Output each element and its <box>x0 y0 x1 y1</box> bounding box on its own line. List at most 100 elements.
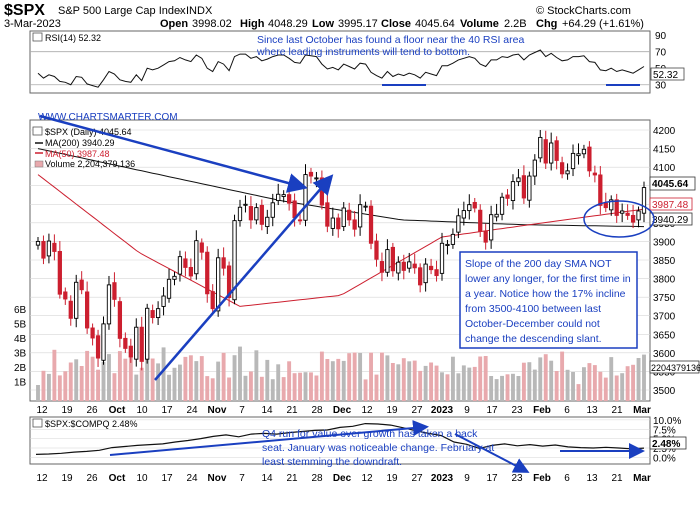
volume-bar <box>450 356 455 401</box>
volume-tick-label: 3B <box>14 349 27 360</box>
volume-value: 2.2B <box>504 18 527 30</box>
ratio-collapse-box[interactable] <box>32 418 43 428</box>
x-tick-label: 26 <box>86 405 98 416</box>
sma-annotation-line4: from 3500-4100 between last <box>465 303 601 315</box>
candle-body <box>576 153 581 157</box>
volume-bar <box>341 360 346 401</box>
x-tick-label: 9 <box>464 473 470 484</box>
candle-body <box>74 281 79 319</box>
volume-bar <box>642 354 646 401</box>
candle-body <box>259 204 264 225</box>
volume-bar <box>112 373 117 401</box>
volume-bar <box>303 372 308 401</box>
ratio-value-tag: 2.48% <box>652 439 680 450</box>
sma-annotation-box <box>459 251 638 349</box>
candle-body <box>357 204 363 228</box>
candle-body <box>90 327 95 339</box>
x-tick-label: 27 <box>411 405 423 416</box>
volume-bar <box>227 377 232 401</box>
high-value: 4048.29 <box>268 18 308 30</box>
candle-body <box>445 243 450 246</box>
candle-body <box>428 265 434 271</box>
candle-body <box>592 172 597 176</box>
candle-body <box>625 212 630 216</box>
volume-bar <box>532 369 537 401</box>
x-tick-label: 19 <box>61 473 73 484</box>
candle-body <box>221 257 226 269</box>
volume-bar <box>429 362 434 401</box>
volume-bar <box>314 375 319 401</box>
sma-annotation-line5: October-December could not <box>465 318 600 330</box>
candle-body <box>210 291 215 310</box>
exchange-name: INDX <box>186 5 213 17</box>
volume-bar <box>194 361 199 401</box>
volume-bar <box>90 356 95 401</box>
close-value: 4045.64 <box>415 18 455 30</box>
x-tick-label: 17 <box>161 405 173 416</box>
volume-bar <box>96 369 101 401</box>
volume-tick-label: 5B <box>14 320 27 331</box>
candle-body <box>145 307 150 360</box>
volume-bar <box>128 355 133 401</box>
website-text: WWW.CHARTSMARTER.COM <box>38 112 178 123</box>
candle-body <box>177 256 183 275</box>
volume-bar <box>177 364 182 401</box>
candle-body <box>194 240 199 275</box>
x-tick-label: 10 <box>136 405 148 416</box>
candle-body <box>52 242 57 252</box>
candle-body <box>565 170 570 175</box>
candle-body <box>79 279 84 291</box>
rsi-collapse-box[interactable] <box>32 32 43 42</box>
candle-body <box>150 310 155 319</box>
candle-body <box>450 233 456 245</box>
volume-bar <box>483 356 488 401</box>
volume-bar <box>161 347 166 401</box>
volume-bar <box>401 358 406 401</box>
ratio-label: $SPX:$COMPQ 2.48% <box>45 419 138 429</box>
price-tick-label: 3700 <box>653 312 676 323</box>
candle-body <box>265 216 270 228</box>
rsi-annotation-line1: Since last October has found a floor nea… <box>257 34 524 46</box>
volume-tick-label: 6B <box>14 305 27 316</box>
x-axis-ratio: 12 19 26 Oct 10 17 24 Nov 7 14 21 28 Dec 12 19 27 2023 9 1… <box>36 473 651 484</box>
candle-body <box>374 240 379 260</box>
volume-tick-label: 4B <box>14 334 27 345</box>
candle-body <box>581 148 587 155</box>
volume-bar <box>319 351 324 401</box>
x-tick-label: 28 <box>311 473 323 484</box>
volume-bar <box>614 375 619 401</box>
volume-bar <box>156 363 161 401</box>
ma50-tag-box <box>649 197 693 211</box>
volume-bar <box>325 359 330 401</box>
x-tick-label: 21 <box>611 473 623 484</box>
candle-body <box>123 337 128 349</box>
price-collapse-box[interactable] <box>32 126 43 136</box>
volume-bar <box>259 376 264 401</box>
candle-body <box>505 194 510 199</box>
volume-bar <box>287 361 292 401</box>
candle-body <box>330 217 335 229</box>
volume-bar <box>298 372 303 401</box>
candle-body <box>363 205 368 208</box>
volume-bar <box>336 358 341 401</box>
ratio-down-arrow <box>454 433 530 473</box>
x-tick-label: 7 <box>239 473 245 484</box>
volume-bar <box>172 367 177 401</box>
x-tick-label: Mar <box>633 473 651 484</box>
candle-body <box>587 146 592 172</box>
x-tick-label: 12 <box>36 473 48 484</box>
x-tick-label: Oct <box>109 473 126 484</box>
candle-body <box>347 209 352 221</box>
ma50-line <box>37 174 645 307</box>
candle-body <box>609 199 614 211</box>
candle-body <box>161 295 166 307</box>
candle-body <box>396 261 401 274</box>
candle-body <box>549 142 554 164</box>
price-tick-label: 3600 <box>653 349 676 360</box>
ma200-legend: MA(200) 3940.29 <box>45 138 115 148</box>
volume-bar <box>309 372 313 401</box>
volume-legend: Volume 2,204,379,136 <box>45 159 135 169</box>
volume-bar <box>434 365 439 401</box>
candle-body <box>57 251 62 295</box>
volume-bar <box>36 385 40 401</box>
